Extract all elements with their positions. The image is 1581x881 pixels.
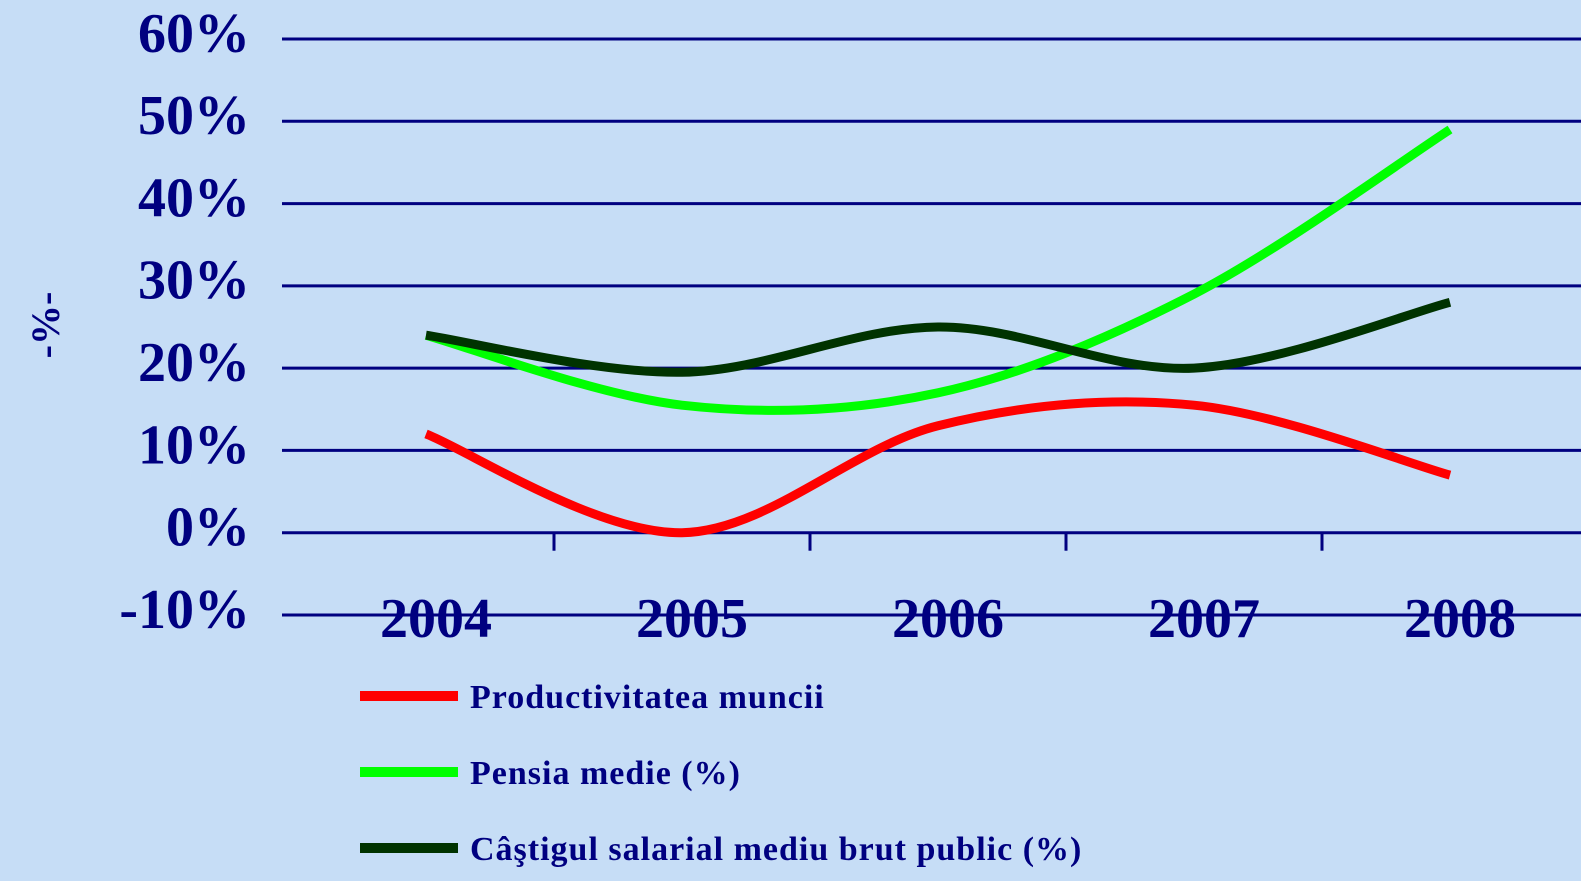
legend-label: Câştigul salarial mediu brut public (%) — [470, 831, 1082, 868]
y-tick-label: 0% — [166, 497, 250, 559]
line — [425, 297, 1452, 377]
y-axis-label: -%- — [23, 292, 68, 359]
x-tick-label: 2004 — [380, 588, 492, 650]
y-tick-label: 10% — [138, 414, 250, 476]
legend-label: Productivitatea muncii — [470, 679, 825, 716]
x-tick-label: 2006 — [892, 588, 1004, 650]
y-tick-label: 40% — [138, 167, 250, 229]
y-tick-label: 30% — [138, 250, 250, 312]
y-tick-label: 20% — [138, 332, 250, 394]
x-tick-label: 2005 — [636, 588, 748, 650]
y-tick-label: 60% — [138, 3, 250, 65]
x-tick-label: 2008 — [1404, 588, 1516, 650]
legend-label: Pensia medie (%) — [470, 755, 741, 792]
x-tick-label: 2007 — [1148, 588, 1260, 650]
line — [424, 125, 1453, 415]
y-tick-label: -10% — [119, 579, 250, 641]
y-tick-label: 50% — [138, 85, 250, 147]
line — [424, 397, 1452, 538]
